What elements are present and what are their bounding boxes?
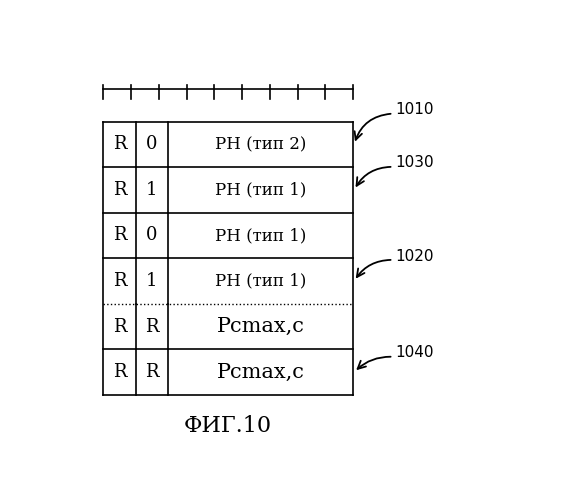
Text: 1030: 1030 bbox=[396, 156, 434, 170]
Text: 0: 0 bbox=[146, 136, 158, 154]
Text: 0: 0 bbox=[146, 226, 158, 244]
Text: 1040: 1040 bbox=[396, 346, 434, 360]
Text: R: R bbox=[145, 318, 159, 336]
Text: R: R bbox=[113, 226, 126, 244]
Text: R: R bbox=[113, 272, 126, 290]
Text: 1: 1 bbox=[146, 272, 158, 290]
Text: Pcmax,c: Pcmax,c bbox=[217, 362, 305, 382]
Text: PH (тип 1): PH (тип 1) bbox=[215, 227, 306, 244]
Text: ФИГ.10: ФИГ.10 bbox=[184, 415, 272, 437]
Text: PH (тип 2): PH (тип 2) bbox=[215, 136, 306, 153]
Text: R: R bbox=[113, 181, 126, 199]
Text: R: R bbox=[145, 363, 159, 381]
Text: 1020: 1020 bbox=[396, 248, 434, 264]
Text: R: R bbox=[113, 136, 126, 154]
Text: Pcmax,c: Pcmax,c bbox=[217, 317, 305, 336]
Text: R: R bbox=[113, 363, 126, 381]
Text: 1: 1 bbox=[146, 181, 158, 199]
Text: 1010: 1010 bbox=[396, 102, 434, 117]
Text: PH (тип 1): PH (тип 1) bbox=[215, 272, 306, 289]
Text: PH (тип 1): PH (тип 1) bbox=[215, 182, 306, 198]
Text: R: R bbox=[113, 318, 126, 336]
